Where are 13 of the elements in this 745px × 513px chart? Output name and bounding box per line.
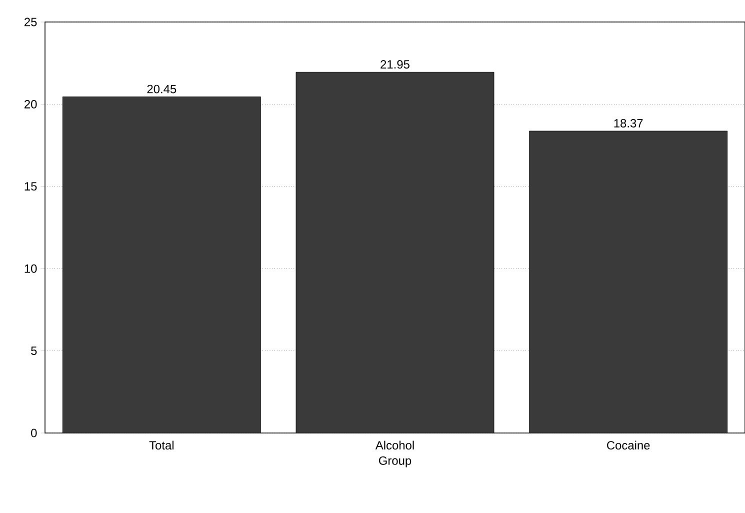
data-label: 20.45	[147, 84, 176, 94]
y-tick-label: 15	[24, 182, 37, 191]
y-tick-label: 5	[31, 346, 37, 355]
y-tick-label: 20	[24, 100, 37, 108]
y-tick-label: 10	[24, 264, 37, 273]
x-tick-label: Cocaine	[607, 440, 650, 450]
y-tick-label: 0	[31, 428, 37, 438]
data-label: 18.37	[614, 119, 643, 128]
y-tick-label: 25	[24, 18, 37, 26]
x-tick-label: Alcohol	[375, 440, 414, 450]
x-tick-label: Total	[149, 440, 174, 450]
data-label: 21.95	[380, 60, 410, 69]
x-axis-title: Group	[378, 456, 412, 468]
